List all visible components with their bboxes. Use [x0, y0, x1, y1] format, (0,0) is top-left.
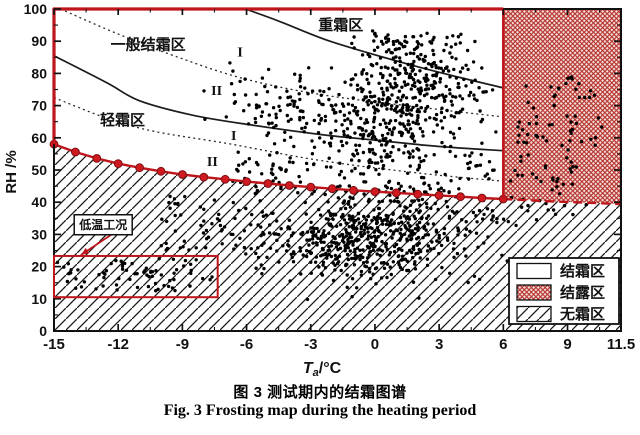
- frost-line: [49, 139, 622, 206]
- x-axis-title-subscript: a: [313, 367, 319, 379]
- frost-line-marker: [306, 182, 316, 192]
- zone-label: 重霜区: [318, 16, 363, 34]
- frost-line-marker: [92, 154, 102, 163]
- legend-swatch-no-frost-zone: [516, 305, 552, 323]
- y-tick-label: 30: [31, 226, 47, 242]
- legend-swatch-frost-zone: [516, 262, 552, 280]
- frost-line-marker: [71, 147, 80, 157]
- x-tick-label: -12: [107, 336, 129, 353]
- chart-generated-content: -15 -12 -9 -6 -3 0 3 6 9 11.5 0 10 20 30 40 50 60 70 80 90 1…: [24, 1, 636, 353]
- x-tick-label: 0: [371, 336, 379, 353]
- solid-boundary: [245, 8, 504, 89]
- x-axis-title: Ta/°C: [303, 360, 342, 379]
- frost-line-marker: [135, 163, 145, 173]
- x-axis-title-symbol: T: [303, 360, 314, 377]
- sub-zone-label: I: [237, 46, 242, 61]
- dew-region: [503, 9, 621, 205]
- low-temp-box: [53, 254, 219, 299]
- low-temp-arrow-head: [80, 247, 90, 255]
- frost-line-marker: [156, 166, 166, 176]
- x-tick-label: -6: [240, 336, 253, 353]
- caption-chinese: 图 3 测试期内的结霜图谱: [233, 384, 407, 401]
- sub-zone-label: II: [211, 84, 222, 99]
- low-temp-label-box: [73, 213, 133, 236]
- y-tick-label: 10: [31, 291, 47, 307]
- y-tick-label: 70: [31, 98, 47, 114]
- frost-line-marker: [199, 172, 209, 182]
- frost-line-dashed: [503, 197, 622, 206]
- frost-line-marker: [413, 189, 423, 199]
- frost-line-marker: [391, 188, 401, 198]
- y-tick-label: 0: [39, 323, 47, 339]
- legend-label-dew-zone: 结露区: [560, 284, 605, 302]
- caption-english: Fig. 3 Frosting map during the heating p…: [163, 402, 477, 419]
- x-axis-title-unit: /°C: [319, 360, 342, 377]
- legend-label-no-frost-zone: 无霜区: [559, 305, 605, 323]
- sub-zone-label: I: [231, 129, 236, 144]
- y-tick-label: 50: [31, 162, 47, 178]
- scatter-points: [55, 29, 604, 302]
- y-tick-label: 100: [24, 1, 48, 17]
- zone-label: 轻霜区: [100, 111, 145, 129]
- y-tick-label: 90: [31, 33, 47, 49]
- low-temp-label: 低温工况: [78, 217, 127, 232]
- frost-line-marker: [263, 179, 273, 188]
- low-temp-annotation: 低温工况: [53, 213, 219, 299]
- dotted-boundary: [53, 96, 504, 182]
- y-tick-label: 80: [31, 65, 47, 81]
- x-tick-label: -9: [176, 336, 189, 353]
- y-axis-title: RH /%: [3, 150, 20, 193]
- sub-zone-label: II: [207, 155, 218, 170]
- zone-label: 一般结霜区: [111, 35, 186, 53]
- frost-line-marker: [434, 191, 444, 200]
- frost-line-marker: [370, 187, 380, 197]
- frosting-map-chart: -15 -12 -9 -6 -3 0 3 6 9 11.5 0 10 20 30 40 50 60 70 80 90 1…: [3, 1, 636, 379]
- y-tick-label: 60: [31, 130, 47, 146]
- legend-label-frost-zone: 结霜区: [560, 262, 605, 280]
- frost-line-solid: [53, 143, 504, 201]
- frost-line-marker: [456, 192, 465, 202]
- frost-line-marker: [477, 193, 487, 203]
- frost-line-marker: [327, 184, 337, 194]
- legend-swatch-dew-zone: [516, 284, 552, 301]
- y-tick-label: 40: [31, 194, 47, 210]
- axis-tick-labels: -15 -12 -9 -6 -3 0 3 6 9 11.5 0 10 20 30 40 50 60 70 80 90 1…: [24, 1, 636, 353]
- x-tick-label: -15: [43, 336, 65, 353]
- frost-line-marker: [242, 177, 252, 187]
- frost-line-marker: [178, 170, 187, 179]
- x-tick-label: 11.5: [607, 336, 635, 353]
- frost-line-marker: [349, 185, 358, 195]
- frost-line-marker: [220, 174, 230, 184]
- frost-line-marker: [113, 159, 123, 169]
- no-frost-region: [54, 144, 621, 331]
- frost-line-marker: [285, 181, 294, 190]
- x-tick-label: 3: [435, 336, 443, 353]
- y-tick-label: 20: [31, 259, 47, 275]
- x-tick-label: 9: [563, 336, 571, 353]
- axis-ticks: [53, 8, 622, 332]
- legend: 结霜区 结露区 无霜区: [508, 257, 620, 325]
- x-tick-label: 6: [499, 336, 507, 353]
- x-tick-label: -3: [304, 336, 317, 353]
- solid-boundary: [53, 54, 504, 152]
